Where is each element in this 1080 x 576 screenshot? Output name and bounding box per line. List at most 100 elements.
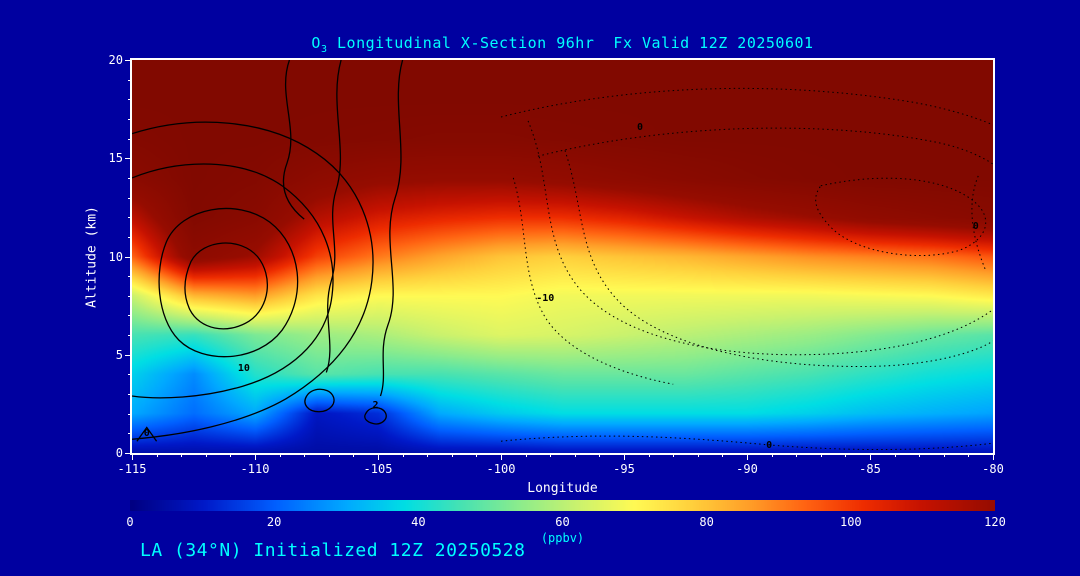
y-tick-label: 10 — [108, 249, 123, 264]
x-tick — [624, 453, 625, 460]
contour-fill-canvas — [132, 60, 993, 453]
x-tick-label: -105 — [363, 462, 393, 476]
y-tick — [125, 60, 132, 61]
contour-label: 10 — [237, 362, 250, 374]
y-minor-tick — [128, 197, 132, 199]
x-tick-label: -100 — [486, 462, 516, 476]
y-tick — [125, 158, 132, 160]
contour-line-dotted — [972, 176, 986, 270]
run-info: LA (34°N) Initialized 12Z 20250528 — [140, 540, 526, 561]
y-minor-tick — [128, 118, 132, 120]
contour-label: -10 — [536, 292, 555, 304]
chart-title: O3 Longitudinal X-Section 96hr Fx Valid … — [130, 34, 995, 55]
x-tick-label: -110 — [240, 462, 270, 476]
x-tick — [378, 453, 379, 460]
y-minor-tick — [128, 394, 132, 396]
colorbar-canvas — [130, 500, 995, 511]
x-tick — [747, 453, 748, 460]
x-minor-tick — [943, 453, 945, 457]
y-minor-tick — [128, 276, 132, 278]
x-minor-tick — [427, 453, 429, 457]
x-tick — [132, 453, 133, 460]
colorbar-tick-label: 120 — [984, 515, 1006, 529]
x-minor-tick — [648, 453, 650, 457]
contour-line — [159, 208, 298, 356]
y-minor-tick — [128, 433, 132, 435]
colorbar-tick-label: 80 — [699, 515, 714, 529]
contour-label: 2 — [372, 399, 379, 411]
solid-contours — [132, 60, 403, 441]
y-minor-tick — [128, 374, 132, 376]
y-minor-tick — [128, 315, 132, 317]
contour-line-dotted — [528, 121, 993, 355]
x-tick-label: -95 — [613, 462, 635, 476]
contour-label: 0 — [766, 440, 773, 452]
y-tick-label: 15 — [108, 151, 123, 166]
y-minor-tick — [128, 236, 132, 238]
x-minor-tick — [722, 453, 724, 457]
x-tick-label: -85 — [859, 462, 881, 476]
y-tick-label: 5 — [115, 347, 123, 362]
x-minor-tick — [451, 453, 453, 457]
y-tick — [125, 453, 132, 454]
x-tick — [501, 453, 502, 460]
x-minor-tick — [525, 453, 527, 457]
x-minor-tick — [599, 453, 601, 457]
x-tick — [255, 453, 256, 460]
x-minor-tick — [894, 453, 896, 457]
chart-title-rest: Longitudinal X-Section 96hr Fx Valid 12Z… — [327, 34, 814, 52]
x-minor-tick — [968, 453, 970, 457]
contour-line — [132, 122, 373, 439]
y-tick-label: 20 — [108, 53, 123, 67]
contour-lines-overlay — [132, 60, 993, 453]
y-minor-tick — [128, 79, 132, 81]
contour-line-dotted — [501, 436, 993, 449]
x-minor-tick — [279, 453, 281, 457]
contour-labels: 10 -10 0 0 0 2 0 — [132, 60, 993, 453]
axis-ticks: -115 -110 -105 -100 -95 -90 -85 -80 0 5 10 15 20 — [109, 53, 1004, 476]
x-minor-tick — [574, 453, 576, 457]
x-minor-tick — [919, 453, 921, 457]
x-minor-tick — [697, 453, 699, 457]
colorbar-tick-label: 100 — [839, 515, 862, 529]
y-tick — [125, 256, 132, 258]
contour-label: 0 — [143, 428, 150, 440]
x-minor-tick — [796, 453, 798, 457]
y-tick-label: 0 — [115, 446, 123, 460]
x-minor-tick — [845, 453, 847, 457]
contour-line — [185, 243, 268, 329]
x-tick-label: -90 — [736, 462, 758, 476]
x-tick — [870, 453, 871, 460]
colorbar-tick-label: 60 — [555, 515, 570, 529]
contour-label: 0 — [636, 121, 643, 133]
y-minor-tick — [128, 99, 132, 101]
y-minor-tick — [128, 217, 132, 219]
x-minor-tick — [820, 453, 822, 457]
dotted-contours — [501, 88, 993, 449]
y-tick — [125, 354, 132, 356]
chart-title-subscript: 3 — [320, 44, 328, 55]
x-tick — [993, 453, 994, 460]
x-tick-label: -80 — [982, 462, 1004, 476]
x-minor-tick — [181, 453, 183, 457]
x-minor-tick — [304, 453, 306, 457]
x-minor-tick — [328, 453, 330, 457]
x-minor-tick — [230, 453, 232, 457]
x-minor-tick — [402, 453, 404, 457]
contour-line — [137, 427, 157, 441]
contour-line — [132, 164, 333, 398]
x-minor-tick — [476, 453, 478, 457]
contour-line — [365, 408, 386, 424]
colorbar-tick-label: 0 — [126, 515, 134, 529]
x-axis-title: Longitude — [527, 481, 598, 496]
x-minor-tick — [156, 453, 158, 457]
y-minor-tick — [128, 413, 132, 415]
y-minor-tick — [128, 177, 132, 179]
contour-line — [326, 60, 341, 372]
contour-line — [305, 389, 334, 411]
x-minor-tick — [353, 453, 355, 457]
x-minor-tick — [673, 453, 675, 457]
chart-title-prefix: O — [311, 34, 321, 52]
contour-label: 0 — [972, 221, 979, 233]
